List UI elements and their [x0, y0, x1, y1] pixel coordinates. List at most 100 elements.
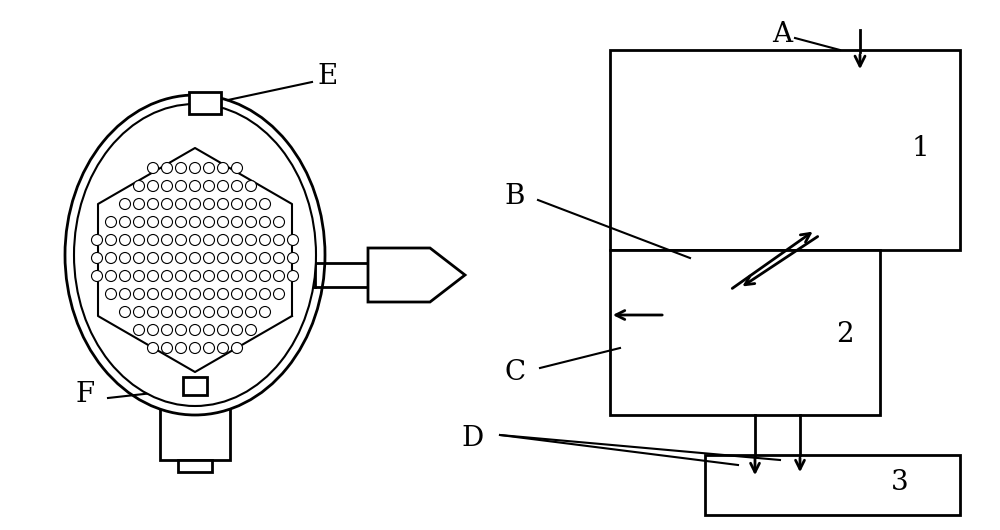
- Circle shape: [148, 288, 158, 299]
- Circle shape: [120, 306, 130, 317]
- Bar: [610, 250, 880, 415]
- Circle shape: [232, 324, 242, 335]
- Circle shape: [246, 324, 256, 335]
- Circle shape: [190, 181, 200, 191]
- Circle shape: [246, 216, 256, 227]
- Text: 1: 1: [911, 135, 929, 162]
- Circle shape: [148, 181, 158, 191]
- Circle shape: [204, 163, 214, 173]
- Circle shape: [120, 288, 130, 299]
- Circle shape: [134, 270, 144, 281]
- Text: F: F: [75, 382, 95, 409]
- Circle shape: [162, 306, 173, 317]
- Circle shape: [106, 252, 116, 263]
- Circle shape: [148, 252, 158, 263]
- Circle shape: [260, 216, 270, 227]
- Text: C: C: [504, 359, 526, 386]
- Circle shape: [190, 306, 200, 317]
- Circle shape: [218, 270, 228, 281]
- Circle shape: [148, 199, 158, 209]
- Circle shape: [120, 270, 130, 281]
- Circle shape: [148, 234, 158, 245]
- Circle shape: [204, 288, 214, 299]
- Circle shape: [162, 252, 173, 263]
- Circle shape: [218, 181, 228, 191]
- Text: 3: 3: [891, 470, 909, 497]
- Circle shape: [204, 234, 214, 245]
- Bar: [178, 460, 212, 472]
- Circle shape: [190, 324, 200, 335]
- Circle shape: [120, 199, 130, 209]
- Circle shape: [148, 342, 158, 354]
- Polygon shape: [368, 248, 465, 302]
- Circle shape: [218, 288, 228, 299]
- Text: B: B: [505, 182, 525, 209]
- Circle shape: [204, 342, 214, 354]
- Circle shape: [176, 288, 186, 299]
- Circle shape: [274, 216, 285, 227]
- Circle shape: [162, 181, 173, 191]
- Circle shape: [134, 324, 144, 335]
- Circle shape: [218, 234, 228, 245]
- Circle shape: [134, 216, 144, 227]
- Text: 2: 2: [836, 322, 854, 349]
- Bar: [160, 395, 230, 460]
- Circle shape: [176, 234, 186, 245]
- Circle shape: [218, 252, 228, 263]
- Circle shape: [134, 181, 144, 191]
- Circle shape: [274, 270, 285, 281]
- Bar: [189, 92, 221, 114]
- Circle shape: [162, 270, 173, 281]
- Circle shape: [92, 270, 103, 281]
- Text: E: E: [318, 63, 338, 90]
- Circle shape: [162, 288, 173, 299]
- Circle shape: [204, 199, 214, 209]
- Circle shape: [218, 342, 228, 354]
- Circle shape: [162, 342, 173, 354]
- Circle shape: [274, 252, 285, 263]
- Circle shape: [176, 252, 186, 263]
- Circle shape: [148, 324, 158, 335]
- Circle shape: [274, 234, 285, 245]
- Circle shape: [176, 342, 186, 354]
- Circle shape: [204, 324, 214, 335]
- Circle shape: [190, 199, 200, 209]
- Circle shape: [260, 234, 270, 245]
- Circle shape: [190, 216, 200, 227]
- Circle shape: [134, 306, 144, 317]
- Circle shape: [148, 306, 158, 317]
- Circle shape: [106, 216, 116, 227]
- Circle shape: [106, 270, 116, 281]
- Circle shape: [260, 306, 270, 317]
- Circle shape: [288, 234, 298, 245]
- Circle shape: [134, 288, 144, 299]
- Circle shape: [190, 342, 200, 354]
- Circle shape: [162, 324, 173, 335]
- Bar: [183, 377, 207, 395]
- Circle shape: [120, 216, 130, 227]
- Circle shape: [218, 163, 228, 173]
- Circle shape: [176, 270, 186, 281]
- Circle shape: [176, 306, 186, 317]
- Circle shape: [232, 270, 242, 281]
- Circle shape: [232, 234, 242, 245]
- Circle shape: [246, 306, 256, 317]
- Circle shape: [204, 270, 214, 281]
- Circle shape: [232, 288, 242, 299]
- Circle shape: [120, 252, 130, 263]
- Ellipse shape: [65, 95, 325, 415]
- Circle shape: [176, 163, 186, 173]
- Circle shape: [120, 234, 130, 245]
- Circle shape: [162, 234, 173, 245]
- Circle shape: [106, 288, 116, 299]
- Circle shape: [176, 324, 186, 335]
- Circle shape: [232, 252, 242, 263]
- Circle shape: [232, 181, 242, 191]
- Bar: [610, 50, 960, 250]
- Circle shape: [190, 270, 200, 281]
- Text: D: D: [462, 425, 484, 452]
- Circle shape: [148, 270, 158, 281]
- Circle shape: [232, 306, 242, 317]
- Circle shape: [260, 252, 270, 263]
- Circle shape: [204, 181, 214, 191]
